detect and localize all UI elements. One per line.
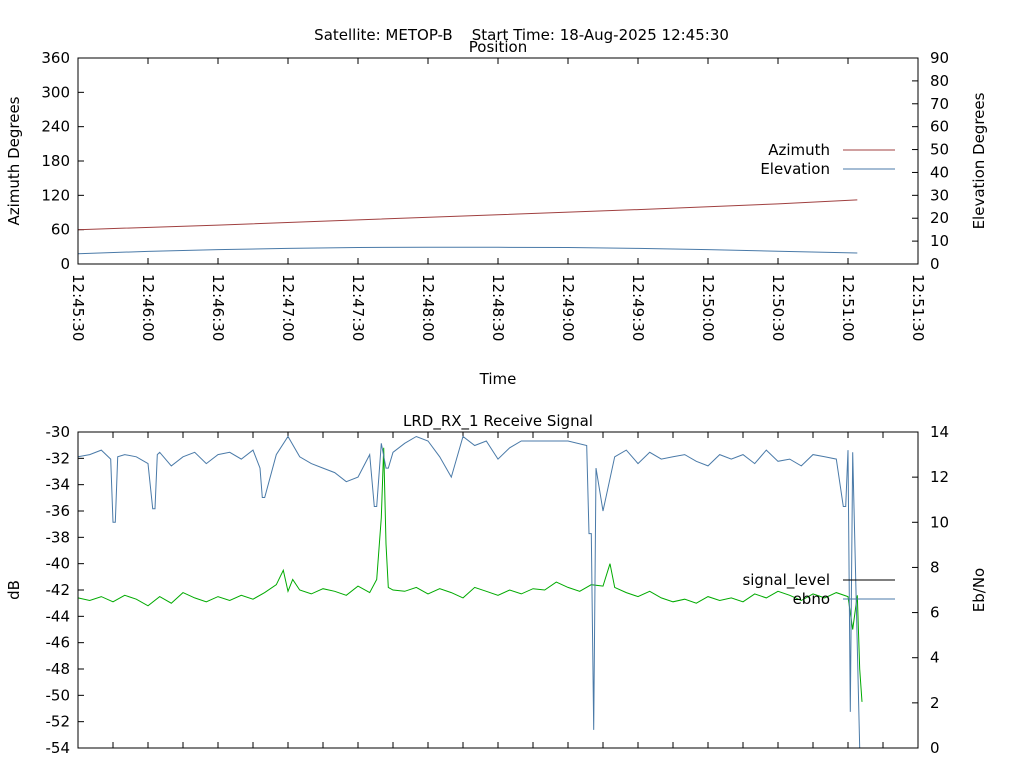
- x-tick-label: 12:51:30: [909, 274, 927, 341]
- y-left-tick-label: -54: [46, 739, 71, 757]
- y-right-tick-label: 2: [930, 694, 940, 712]
- y-left-tick-label: -34: [46, 476, 71, 494]
- x-tick-label: 12:47:30: [349, 274, 367, 341]
- y-left-tick-label: 180: [41, 152, 70, 170]
- y-left-axis-label: Azimuth Degrees: [5, 96, 23, 225]
- y-right-tick-label: 70: [930, 95, 949, 113]
- y-right-tick-label: 80: [930, 72, 949, 90]
- y-left-tick-label: -50: [46, 686, 71, 704]
- y-right-tick-label: 60: [930, 118, 949, 136]
- y-left-tick-label: 0: [60, 255, 70, 273]
- y-right-tick-label: 0: [930, 255, 940, 273]
- page-header: Satellite: METOP-B Start Time: 18-Aug-20…: [0, 8, 1024, 62]
- y-left-tick-label: 120: [41, 186, 70, 204]
- y-left-tick-label: -38: [46, 528, 71, 546]
- y-right-tick-label: 8: [930, 558, 940, 576]
- x-tick-label: 12:48:00: [419, 274, 437, 341]
- y-right-axis-label: Eb/No: [970, 568, 988, 612]
- y-right-tick-label: 10: [930, 232, 949, 250]
- x-tick-label: 12:50:00: [699, 274, 717, 341]
- x-tick-label: 12:50:30: [769, 274, 787, 341]
- y-left-axis-label: dB: [5, 580, 23, 600]
- y-left-tick-label: -52: [46, 713, 71, 731]
- legend-label: Elevation: [760, 160, 830, 178]
- y-left-tick-label: -42: [46, 581, 71, 599]
- y-left-tick-label: -30: [46, 423, 71, 441]
- y-left-tick-label: 60: [51, 221, 70, 239]
- y-right-tick-label: 30: [930, 186, 949, 204]
- y-right-tick-label: 40: [930, 163, 949, 181]
- x-tick-label: 12:46:00: [139, 274, 157, 341]
- chart-title: LRD_RX_1 Receive Signal: [403, 412, 593, 431]
- position-chart: Position 0 60 120 180 240 300 360 0 10 20 30 40 50 60 7…: [5, 38, 988, 388]
- y-left-tick-label: -46: [46, 634, 71, 652]
- chart-title: Position: [469, 38, 527, 56]
- legend-label: signal_level: [742, 571, 830, 590]
- y-left-tick-label: 300: [41, 83, 70, 101]
- y-right-tick-label: 6: [930, 604, 940, 622]
- x-tick-label: 12:51:00: [839, 274, 857, 341]
- y-right-tick-label: 90: [930, 49, 949, 67]
- y-left-tick-label: -36: [46, 502, 71, 520]
- y-right-tick-label: 0: [930, 739, 940, 757]
- y-left-tick-label: -48: [46, 660, 71, 678]
- plot-frame: [77, 57, 919, 265]
- x-tick-label: 12:45:30: [69, 274, 87, 341]
- y-right-tick-label: 20: [930, 209, 949, 227]
- y-left-tick-label: 240: [41, 118, 70, 136]
- y-left-tick-label: 360: [41, 49, 70, 67]
- receive-signal-chart: LRD_RX_1 Receive Signal -30 -32 -34 -36 -38 -4…: [5, 412, 988, 757]
- plot-frame: [77, 431, 919, 749]
- x-tick-label: 12:48:30: [489, 274, 507, 341]
- y-left-tick-label: -32: [46, 449, 71, 467]
- series-line-elevation: [77, 246, 858, 255]
- series-line-azimuth: [77, 199, 858, 231]
- legend-label: Azimuth: [768, 141, 830, 159]
- start-time-label: Start Time: 18-Aug-2025 12:45:30: [471, 26, 729, 44]
- y-right-axis-label: Elevation Degrees: [970, 92, 988, 229]
- x-tick-label: 12:46:30: [209, 274, 227, 341]
- satellite-label: Satellite: METOP-B: [314, 26, 453, 44]
- y-right-tick-label: 50: [930, 141, 949, 159]
- y-left-tick-label: -44: [46, 607, 71, 625]
- y-left-tick-label: -40: [46, 555, 71, 573]
- y-right-tick-label: 12: [930, 468, 949, 486]
- x-tick-label: 12:47:00: [279, 274, 297, 341]
- y-right-tick-label: 14: [930, 423, 949, 441]
- x-tick-label: 12:49:30: [629, 274, 647, 341]
- y-right-tick-label: 10: [930, 513, 949, 531]
- x-tick-label: 12:49:00: [559, 274, 577, 341]
- legend-label: ebno: [793, 590, 830, 608]
- y-right-tick-label: 4: [930, 649, 940, 667]
- x-axis-label: Time: [479, 370, 517, 388]
- series-line-signal_level: [77, 447, 863, 702]
